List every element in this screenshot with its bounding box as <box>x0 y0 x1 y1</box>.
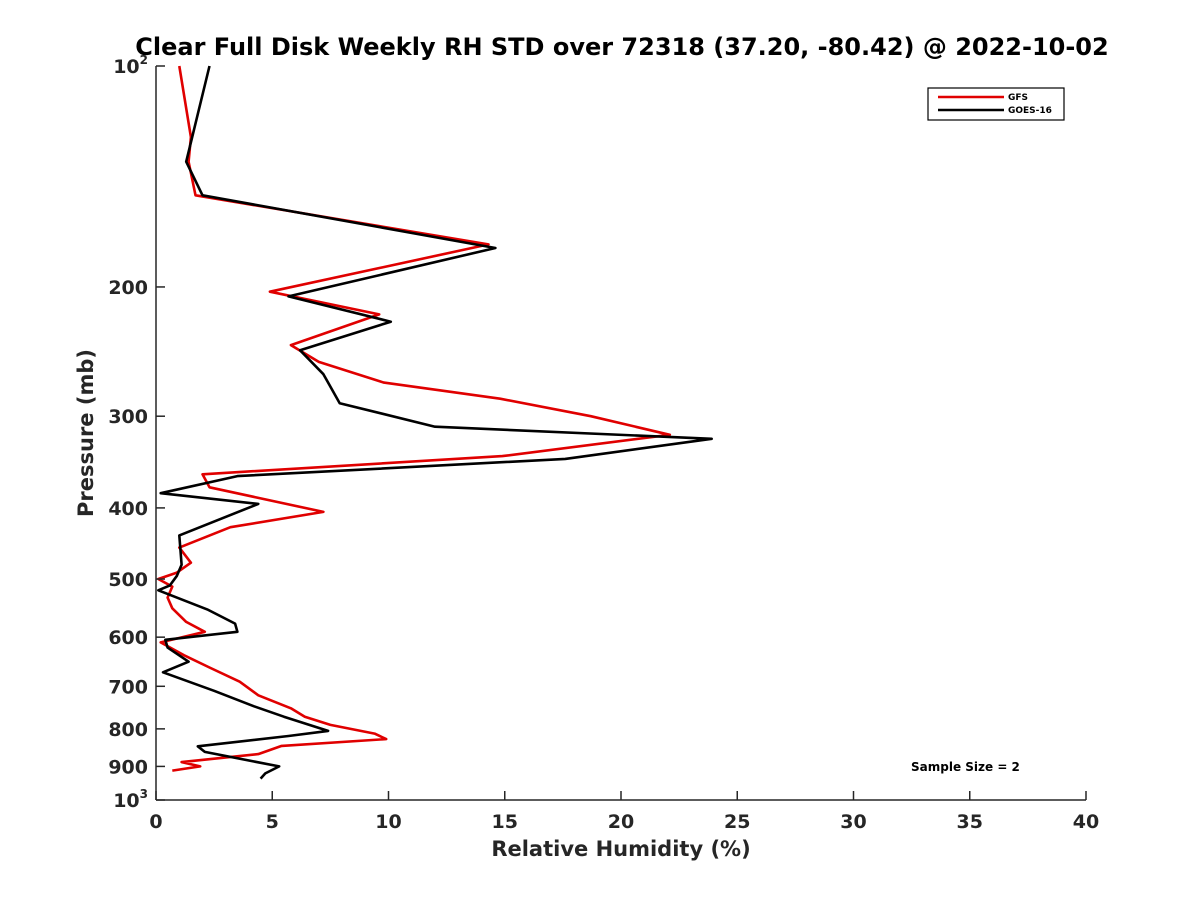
x-tick-label: 10 <box>375 811 401 833</box>
chart-title: Clear Full Disk Weekly RH STD over 72318… <box>135 33 1108 61</box>
y-tick-label: 400 <box>108 498 148 520</box>
legend-box <box>927 87 1065 121</box>
legend: GFS GOES-16 <box>927 87 1065 121</box>
y-tick-label: 700 <box>108 676 148 698</box>
series-line-gfs <box>157 65 672 772</box>
y-tick-label: 900 <box>108 756 148 778</box>
x-tick-label: 15 <box>492 811 518 833</box>
y-tick-label: 103 <box>113 787 148 812</box>
x-axis-ticks: 0 5 10 15 20 25 30 35 40 <box>149 791 1099 833</box>
x-tick-label: 40 <box>1073 811 1099 833</box>
y-axis-label: Pressure (mb) <box>74 349 98 517</box>
y-tick-label: 300 <box>108 406 148 428</box>
y-axis-ticks: 102 200 300 400 500 600 700 800 900 103 <box>108 53 165 812</box>
series-line-goes16 <box>157 65 713 780</box>
y-tick-label: 500 <box>108 569 148 591</box>
series-layer <box>157 65 713 780</box>
y-tick-label: 800 <box>108 719 148 741</box>
sample-size-annotation: Sample Size = 2 <box>911 760 1020 774</box>
y-tick-label: 600 <box>108 627 148 649</box>
x-axis-label: Relative Humidity (%) <box>491 837 750 861</box>
x-tick-label: 30 <box>840 811 866 833</box>
y-tick-label: 200 <box>108 277 148 299</box>
x-tick-label: 35 <box>957 811 983 833</box>
x-tick-label: 5 <box>266 811 279 833</box>
plot-area: 0 5 10 15 20 25 30 35 40 102 200 300 400 500 600 700 80… <box>108 53 1099 833</box>
y-tick-label: 102 <box>113 53 148 78</box>
x-tick-label: 20 <box>608 811 634 833</box>
x-tick-label: 0 <box>149 811 162 833</box>
legend-label-gfs: GFS <box>1008 93 1028 103</box>
legend-label-goes16: GOES-16 <box>1008 106 1052 116</box>
x-tick-label: 25 <box>724 811 750 833</box>
